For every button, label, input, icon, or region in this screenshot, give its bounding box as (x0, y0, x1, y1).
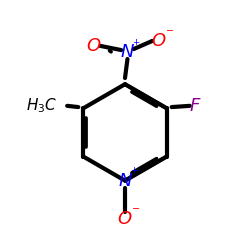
Text: $O$: $O$ (117, 210, 133, 228)
Text: $O$: $O$ (86, 37, 102, 55)
Text: $^-$: $^-$ (129, 205, 140, 219)
Text: $F$: $F$ (189, 97, 202, 115)
Text: $N$: $N$ (118, 172, 132, 190)
Text: $O$: $O$ (151, 32, 166, 50)
Text: $^+$: $^+$ (130, 38, 141, 51)
Text: $^+$: $^+$ (128, 167, 139, 180)
Text: $H_3C$: $H_3C$ (26, 96, 57, 115)
Text: $N$: $N$ (120, 43, 135, 61)
Text: $^-$: $^-$ (163, 27, 174, 41)
